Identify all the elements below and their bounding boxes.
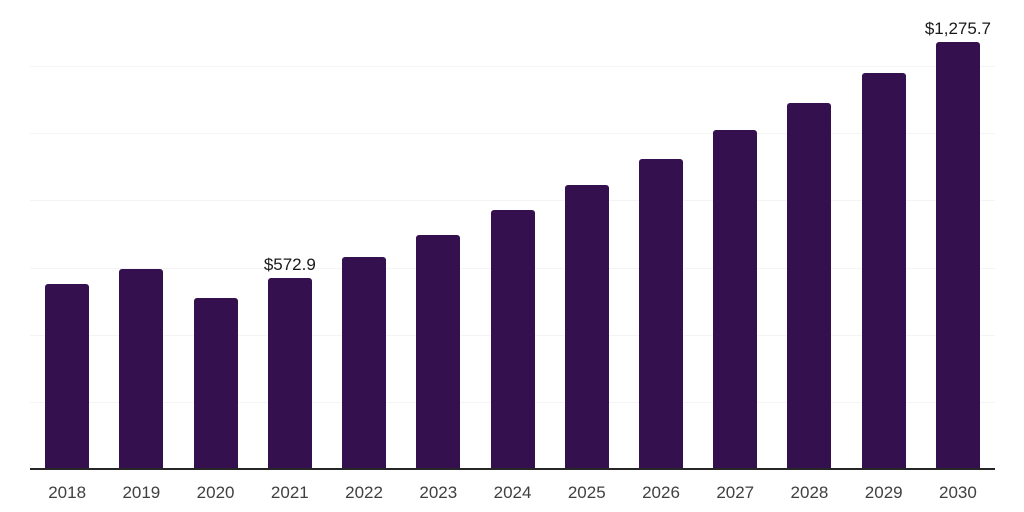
gridline-1000 [30, 133, 995, 135]
bar-slot-2024 [475, 0, 549, 470]
x-tick-2029: 2029 [864, 483, 903, 502]
x-tick-2022: 2022 [345, 483, 383, 502]
bar-slot-2026 [624, 0, 698, 470]
x-tick-2020: 2020 [196, 483, 235, 502]
bar-2030: $1,275.7 [925, 20, 991, 470]
bar-slot-2029 [847, 0, 921, 470]
x-axis-line [30, 468, 995, 470]
bars-layer: $572.9 $1,275.7 [30, 0, 995, 470]
bar-slot-2022 [327, 0, 401, 470]
bar-slot-2027 [698, 0, 772, 470]
bar-2020 [193, 297, 238, 470]
bar-2022 [342, 256, 387, 470]
bar-slot-2018 [30, 0, 104, 470]
x-tick-2023: 2023 [419, 483, 458, 502]
bar-slot-2023 [401, 0, 475, 470]
plot-area: $572.9 $1,275.7 [30, 0, 995, 470]
x-tick-2018: 2018 [48, 483, 87, 502]
bar-2029 [861, 73, 906, 470]
bar-2018 [45, 283, 90, 470]
bar-2027 [713, 130, 758, 470]
bar-slot-2020 [178, 0, 252, 470]
x-tick-2030: 2030 [939, 483, 977, 502]
bar-2023 [416, 234, 461, 470]
x-axis-tick-labels: 2018 2019 2020 2021 2022 2023 2024 2025 2026 2027… [30, 480, 995, 506]
bar-2021: $572.9 [264, 256, 316, 470]
data-label-2030: $1,275.7 [924, 18, 992, 38]
bar-2019 [119, 268, 164, 470]
x-tick-2025: 2025 [567, 483, 606, 502]
bar-slot-2019 [104, 0, 178, 470]
x-tick-2027: 2027 [716, 483, 755, 502]
data-label-2021: $572.9 [263, 254, 316, 274]
bar-slot-2028 [772, 0, 846, 470]
bar-2028 [787, 103, 832, 470]
x-tick-2019: 2019 [122, 483, 161, 502]
bar-2025 [564, 184, 609, 470]
bar-slot-2030: $1,275.7 [921, 0, 995, 470]
x-tick-2021: 2021 [270, 483, 309, 502]
bar-slot-2025 [550, 0, 624, 470]
x-tick-2024: 2024 [493, 483, 532, 502]
gridline-800 [30, 200, 995, 202]
bar-slot-2021: $572.9 [253, 0, 327, 470]
bar-2024 [490, 209, 535, 470]
x-tick-2026: 2026 [642, 483, 680, 502]
gridline-1200 [30, 66, 995, 68]
bar-2026 [638, 158, 683, 470]
x-tick-2028: 2028 [790, 483, 829, 502]
